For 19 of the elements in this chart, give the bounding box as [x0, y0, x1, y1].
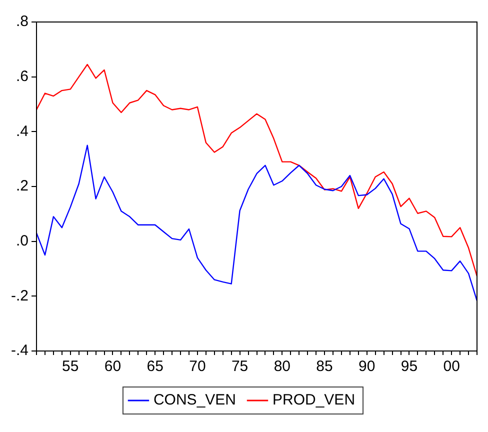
x-tick-label: 75 [231, 358, 248, 376]
x-tick-label: 60 [104, 358, 122, 376]
x-tick-label: 65 [146, 358, 164, 376]
y-tick-label: .0 [16, 232, 29, 250]
legend-label: CONS_VEN [153, 392, 236, 409]
x-tick-label: 00 [443, 358, 460, 376]
x-tick-label: 70 [189, 358, 206, 376]
x-tick-label: 95 [400, 358, 418, 376]
y-tick-label: .4 [16, 122, 29, 140]
y-tick-label: .2 [16, 178, 29, 195]
y-tick-label: -.2 [10, 287, 29, 304]
y-tick-label: .6 [16, 68, 29, 85]
x-tick-label: 90 [358, 358, 376, 376]
y-tick-label: .8 [16, 13, 29, 30]
x-tick-label: 85 [316, 358, 333, 376]
legend-label: PROD_VEN [272, 392, 356, 409]
y-tick-label: -.4 [10, 342, 29, 360]
x-tick-label: 80 [274, 358, 291, 376]
x-tick-label: 55 [62, 358, 79, 376]
